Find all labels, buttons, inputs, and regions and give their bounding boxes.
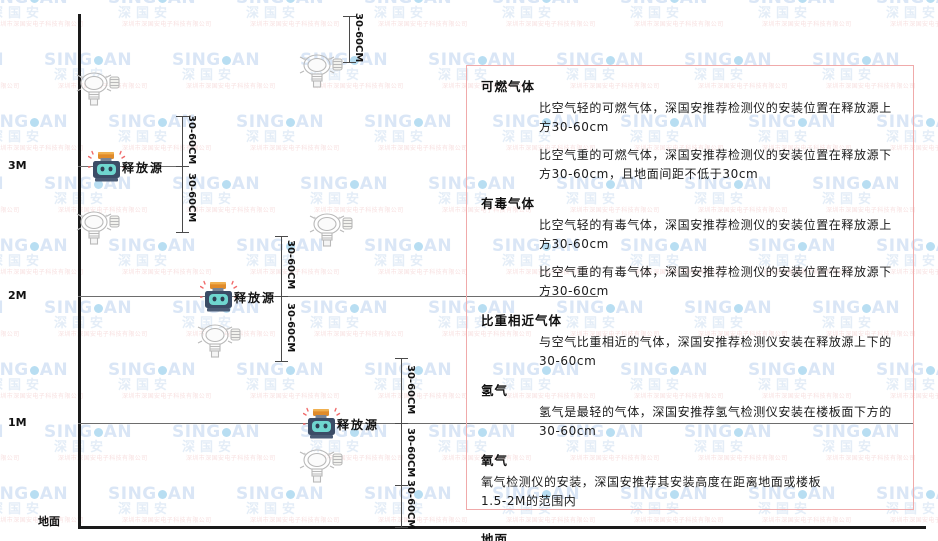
gas-detector-icon (295, 443, 345, 485)
level-label-3m: 3M (8, 159, 27, 172)
gas-detector-icon (295, 48, 345, 90)
spacer (481, 520, 899, 529)
release-source-label: 释放源 (234, 291, 277, 305)
release-source-icon (87, 150, 128, 184)
dimension-label: 30-60CM (405, 480, 416, 530)
section-paragraph: 氢气是最轻的气体，深国安推荐氢气检测仪安装在楼板面下方的30-60cm (539, 405, 892, 438)
section-paragraph: 比空气轻的有毒气体，深国安推荐检测仪的安装位置在释放源上方30-60cm (539, 218, 892, 251)
dimension-tick (275, 361, 288, 362)
dimension-label: 30-60CM (353, 13, 364, 63)
dimension-label: 30-60CM (285, 240, 296, 290)
dimension-line (281, 296, 282, 361)
gas-detector-icon (72, 66, 122, 108)
dimension-line (182, 166, 183, 232)
panel-section: 比重相近气体与空气比重相近的气体，深国安推荐检测仪安装在释放源上下的30-60c… (481, 310, 899, 371)
gas-detector-icon (193, 318, 243, 360)
release-source-icon (199, 280, 240, 314)
section-paragraph: 比空气轻的可燃气体，深国安推荐检测仪的安装位置在释放源上方30-60cm (539, 101, 892, 134)
dimension-label: 30-60CM (186, 115, 197, 165)
ground-label: 地面 (38, 515, 60, 528)
level-line-3m (78, 166, 178, 167)
section-paragraph: 比空气重的可燃气体，深国安推荐检测仪的安装位置在释放源下方30-60cm，且地面… (539, 148, 892, 181)
dimension-line (182, 116, 183, 166)
recommendation-panel: 可燃气体 比空气轻的可燃气体，深国安推荐检测仪的安装位置在释放源上方30-60cm… (466, 65, 914, 541)
gas-detector-icon (305, 207, 355, 249)
dimension-label: 30-60CM (186, 173, 197, 223)
level-label-1m: 1M (8, 416, 27, 429)
dimension-tick (395, 423, 408, 424)
section-heading: 氢气 (481, 383, 509, 398)
section-heading: 有毒气体 (481, 196, 536, 211)
section-heading: 氧气 (481, 453, 509, 468)
dimension-tick (176, 116, 189, 117)
level-label-2m: 2M (8, 289, 27, 302)
section-paragraph: 与空气比重相近的气体，深国安推荐检测仪安装在释放源上下的30-60cm (539, 335, 892, 368)
release-source-label: 释放源 (122, 161, 165, 175)
gas-detector-icon (72, 205, 122, 247)
ground-axis (78, 526, 926, 529)
panel-section: 地面检测仪地面间距，深国安推荐在30-60cm，且不得小于30cm，因为过低容易… (481, 529, 899, 541)
section-heading: 可燃气体 (481, 79, 536, 94)
level-line-2m (78, 296, 598, 297)
level-line-1m (78, 423, 913, 424)
panel-section: 氢气氢气是最轻的气体，深国安推荐氢气检测仪安装在楼板面下方的30-60cm (481, 380, 899, 441)
vertical-axis (78, 14, 81, 529)
dimension-tick (343, 16, 356, 17)
dimension-line (401, 358, 402, 423)
section-heading: 地面 (481, 532, 509, 541)
release-source-icon (302, 407, 343, 441)
dimension-label: 30-60CM (405, 364, 416, 414)
dimension-label: 30-60CM (405, 428, 416, 478)
panel-section: 氧气氧气检测仪的安装，深国安推荐其安装高度在距离地面或楼板1.5-2M的范围内 (481, 450, 899, 511)
section-paragraph: 氧气检测仪的安装，深国安推荐其安装高度在距离地面或楼板1.5-2M的范围内 (481, 475, 822, 508)
panel-section: 有毒气体 比空气轻的有毒气体，深国安推荐检测仪的安装位置在释放源上方30-60cm… (481, 193, 899, 301)
dimension-line (349, 16, 350, 62)
dimension-tick (275, 296, 288, 297)
release-source-label: 释放源 (337, 418, 380, 432)
panel-section: 可燃气体 比空气轻的可燃气体，深国安推荐检测仪的安装位置在释放源上方30-60cm… (481, 76, 899, 184)
dimension-line (401, 423, 402, 485)
dimension-line (281, 236, 282, 296)
dimension-line (401, 485, 402, 527)
dimension-tick (395, 358, 408, 359)
dimension-tick (176, 166, 189, 167)
dimension-tick (176, 232, 189, 233)
dimension-tick (275, 236, 288, 237)
dimension-label: 30-60CM (285, 302, 296, 352)
dimension-tick (343, 62, 356, 63)
section-paragraph: 比空气重的有毒气体，深国安推荐检测仪的安装位置在释放源下方30-60cm (539, 265, 892, 298)
dimension-tick (395, 527, 408, 528)
section-heading: 比重相近气体 (481, 313, 563, 328)
dimension-tick (395, 485, 408, 486)
